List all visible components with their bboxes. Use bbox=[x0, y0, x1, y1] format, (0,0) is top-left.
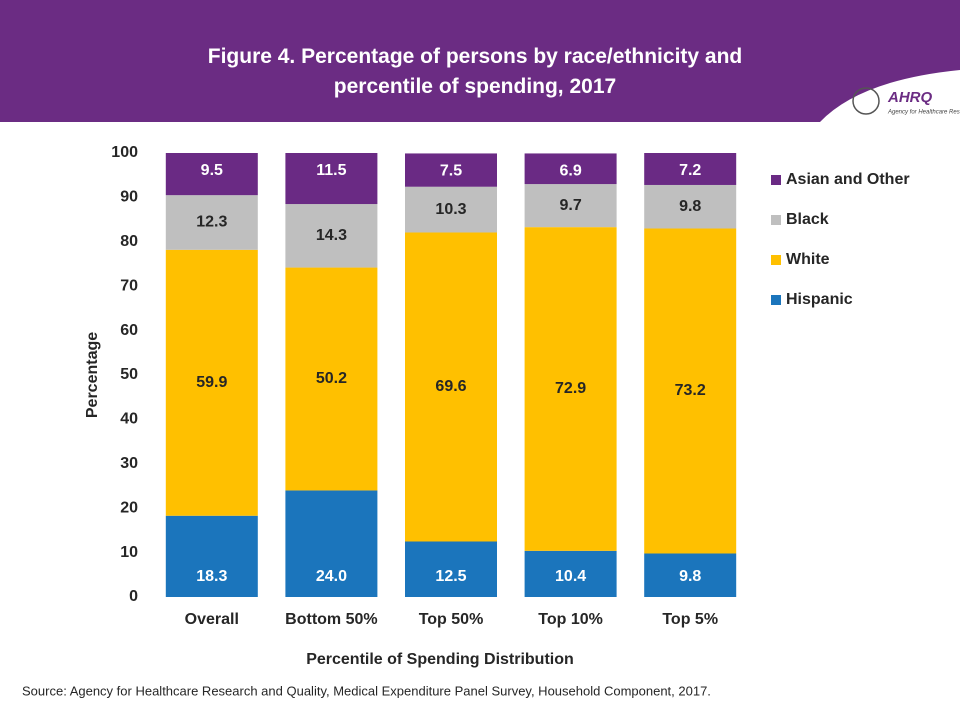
legend-swatch bbox=[771, 255, 781, 265]
y-tick-label: 80 bbox=[120, 233, 138, 250]
value-label: 6.9 bbox=[559, 163, 581, 180]
value-label: 10.4 bbox=[555, 568, 586, 585]
source-note: Source: Agency for Healthcare Research a… bbox=[22, 683, 711, 698]
legend-swatch bbox=[771, 215, 781, 225]
x-tick-label: Top 10% bbox=[538, 611, 603, 628]
bar-segment bbox=[285, 204, 378, 268]
x-axis-label: Percentile of Spending Distribution bbox=[306, 651, 574, 668]
value-label: 7.5 bbox=[440, 163, 462, 180]
y-tick-label: 40 bbox=[120, 411, 138, 428]
y-tick-label: 70 bbox=[120, 277, 138, 294]
value-label: 72.9 bbox=[555, 380, 586, 397]
legend-label: Black bbox=[786, 211, 829, 228]
value-label: 12.3 bbox=[196, 214, 227, 231]
bar-segment bbox=[644, 153, 737, 185]
value-label: 73.2 bbox=[675, 382, 706, 399]
x-tick-label: Bottom 50% bbox=[285, 611, 377, 628]
value-label: 14.3 bbox=[316, 227, 347, 244]
bar-segment bbox=[405, 232, 497, 542]
bar-segment bbox=[644, 228, 737, 554]
bar-segment bbox=[165, 515, 258, 597]
value-label: 24.0 bbox=[316, 568, 347, 585]
bar-segment bbox=[405, 186, 497, 233]
value-label: 10.3 bbox=[435, 201, 466, 218]
bar-segment bbox=[285, 153, 378, 205]
legend-label: Asian and Other bbox=[786, 171, 910, 188]
value-label: 9.8 bbox=[679, 198, 701, 215]
y-tick-label: 20 bbox=[120, 499, 138, 516]
value-label: 59.9 bbox=[196, 374, 227, 391]
legend-label: White bbox=[786, 251, 830, 268]
bar-segment bbox=[285, 267, 378, 491]
chart-title: Figure 4. Percentage of persons by race/… bbox=[207, 45, 743, 98]
legend-label: Hispanic bbox=[786, 291, 853, 308]
legend-swatch bbox=[771, 175, 781, 185]
bar-segment bbox=[285, 490, 378, 597]
bar-segment bbox=[524, 550, 617, 597]
bar-segment bbox=[644, 184, 737, 229]
y-axis-label: Percentage bbox=[84, 332, 101, 418]
value-label: 9.7 bbox=[559, 197, 581, 214]
value-label: 11.5 bbox=[316, 162, 346, 179]
logo-seal bbox=[852, 87, 880, 115]
bar-segment bbox=[524, 227, 617, 551]
y-tick-label: 30 bbox=[120, 455, 138, 472]
value-label: 50.2 bbox=[316, 370, 347, 387]
value-label: 9.8 bbox=[679, 568, 701, 585]
value-label: 7.2 bbox=[679, 162, 701, 179]
x-tick-label: Top 50% bbox=[419, 611, 484, 628]
bar-segment bbox=[524, 184, 617, 228]
logo-subtitle: Agency for Healthcare Research and Quali… bbox=[887, 110, 960, 116]
header-band bbox=[0, 0, 960, 122]
logo-name: AHRQ bbox=[887, 89, 932, 106]
x-tick-label: Top 5% bbox=[662, 611, 718, 628]
y-tick-label: 10 bbox=[120, 544, 138, 561]
y-tick-label: 100 bbox=[111, 144, 138, 161]
legend-swatch bbox=[771, 295, 781, 305]
value-label: 69.6 bbox=[435, 378, 466, 395]
bar-segment bbox=[405, 153, 497, 187]
bar-segment bbox=[524, 153, 617, 185]
y-tick-label: 90 bbox=[120, 189, 138, 206]
bar-segment bbox=[644, 553, 737, 597]
value-label: 9.5 bbox=[201, 162, 223, 179]
value-label: 12.5 bbox=[435, 568, 466, 585]
y-tick-label: 60 bbox=[120, 322, 138, 339]
bar-segment bbox=[165, 195, 258, 250]
bar-segment bbox=[165, 153, 258, 196]
x-tick-label: Overall bbox=[185, 611, 239, 628]
logo: AHRQ bbox=[852, 87, 932, 115]
y-tick-label: 0 bbox=[129, 588, 138, 605]
value-label: 18.3 bbox=[196, 568, 227, 585]
y-tick-label: 50 bbox=[120, 366, 138, 383]
bar-segment bbox=[405, 541, 497, 597]
bar-segment bbox=[165, 249, 258, 516]
